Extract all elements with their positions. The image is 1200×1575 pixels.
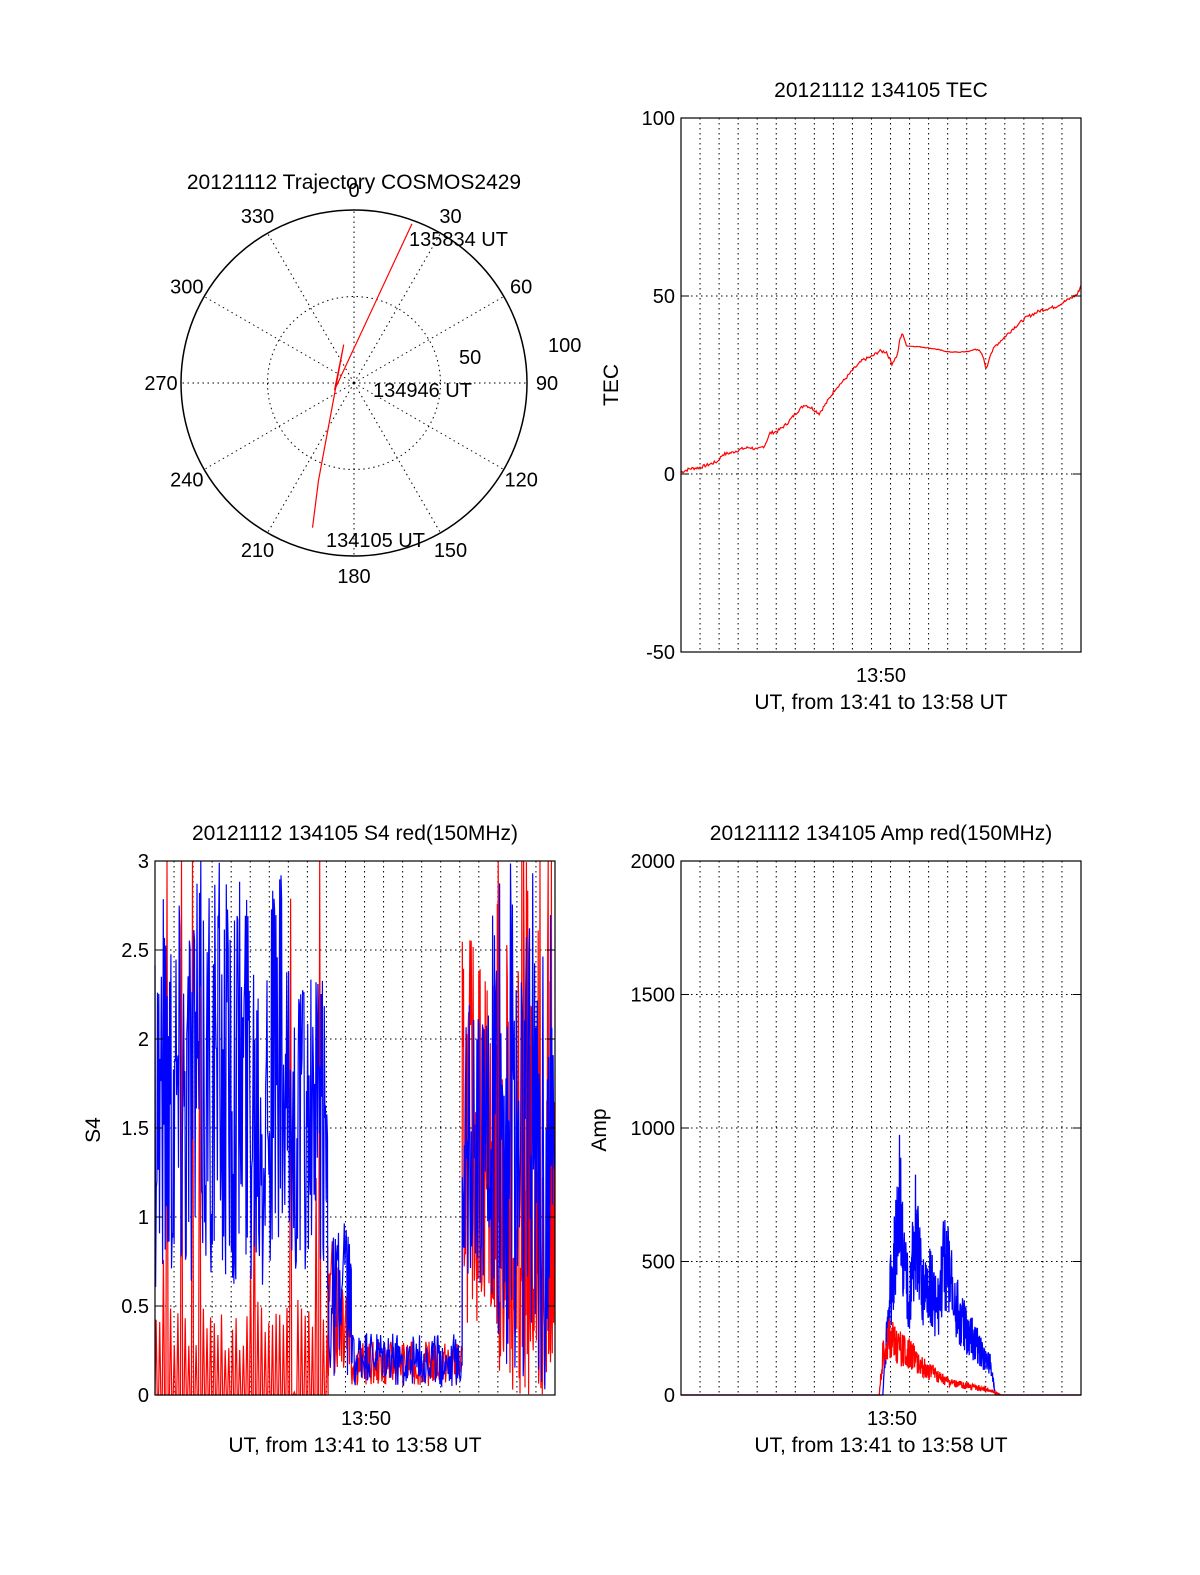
amp-red-series: [681, 1318, 1081, 1396]
tec-y-label: TEC: [600, 364, 623, 406]
tec-y-tick-50: 50: [653, 286, 675, 308]
polar-spoke-300: [203, 296, 355, 384]
polar-spoke-330: [267, 232, 355, 384]
s4-blue-series: [154, 861, 555, 1390]
tec-y-tick--50: -50: [646, 642, 675, 664]
s4-y-tick-0.5: 0.5: [121, 1296, 149, 1318]
amp-x-label: UT, from 13:41 to 13:58 UT: [754, 1434, 1007, 1457]
polar-radial-label-50: 50: [459, 347, 481, 369]
amp-y-tick-500: 500: [642, 1252, 675, 1274]
polar-spokes: [181, 210, 527, 556]
amp-y-tick-2000: 2000: [631, 851, 676, 873]
tec-plot: 20121112 134105 TEC -50 0 50 100 13:50 UT, …: [600, 79, 1082, 714]
s4-plot: 20121112 134105 S4 red(150MHz) 0 0.5 1 1.5 2…: [82, 822, 556, 1457]
tec-y-tick-100: 100: [642, 108, 675, 130]
polar-spoke-240: [203, 382, 355, 470]
s4-title: 20121112 134105 S4 red(150MHz): [192, 822, 518, 845]
polar-radial-label-100: 100: [548, 335, 581, 357]
polar-annotation-mid: 134946 UT: [373, 380, 472, 402]
polar-angle-label-30: 30: [439, 206, 461, 228]
polar-angle-label-300: 300: [170, 277, 203, 299]
amp-plot: 20121112 134105 Amp red(150MHz) 0 500 1000…: [588, 822, 1082, 1457]
s4-y-tick-2: 2: [138, 1029, 149, 1051]
amp-y-tick-0: 0: [664, 1385, 675, 1407]
amp-y-label: Amp: [588, 1108, 611, 1151]
polar-title: 20121112 Trajectory COSMOS2429: [187, 171, 521, 194]
polar-angle-label-240: 240: [170, 470, 203, 492]
s4-y-label: S4: [82, 1117, 105, 1143]
s4-y-tick-1.5: 1.5: [121, 1118, 149, 1140]
tec-x-label: UT, from 13:41 to 13:58 UT: [754, 691, 1007, 714]
s4-y-ticks: 0 0.5 1 1.5 2 2.5 3: [121, 851, 555, 1407]
polar-annotation-end: 135834 UT: [409, 229, 508, 251]
polar-spoke-150: [353, 382, 441, 534]
s4-x-label: UT, from 13:41 to 13:58 UT: [228, 1434, 481, 1457]
amp-grid: [681, 861, 1081, 1395]
s4-x-tick-1350: 13:50: [341, 1408, 391, 1430]
polar-outer-ring: [180, 209, 528, 557]
tec-series-line: [680, 285, 1082, 474]
s4-y-tick-3: 3: [138, 851, 149, 873]
tec-title: 20121112 134105 TEC: [774, 79, 988, 102]
tec-y-ticks: -50 0 50 100: [642, 108, 1081, 664]
polar-angle-label-90: 90: [536, 373, 558, 395]
polar-angle-label-150: 150: [434, 540, 467, 562]
tec-x-tick-1350: 13:50: [856, 665, 906, 687]
polar-angle-labels: 0 30 60 90 120 150 180 210 240 270 300 330: [144, 180, 558, 588]
polar-angle-label-0: 0: [348, 180, 359, 202]
polar-angle-label-180: 180: [337, 566, 370, 588]
tec-grid: [681, 118, 1081, 652]
tec-frame: [680, 117, 1082, 653]
polar-angle-label-60: 60: [510, 277, 532, 299]
polar-trajectory-line: [311, 223, 413, 528]
polar-plot: 20121112 Trajectory COSMOS2429 0 30 60 90 12…: [144, 171, 581, 588]
polar-spoke-60: [353, 296, 505, 384]
amp-y-ticks: 0 500 1000 1500 2000: [631, 851, 1081, 1407]
amp-blue-series: [681, 1134, 1081, 1396]
polar-annotation-start: 134105 UT: [326, 530, 425, 552]
amp-title: 20121112 134105 Amp red(150MHz): [710, 822, 1052, 845]
tec-y-tick-0: 0: [664, 464, 675, 486]
amp-y-tick-1500: 1500: [631, 985, 676, 1007]
amp-y-tick-1000: 1000: [631, 1118, 676, 1140]
polar-spoke-30: [353, 232, 441, 384]
amp-series: [681, 1134, 1081, 1396]
s4-series: [154, 860, 556, 1396]
polar-angle-label-330: 330: [241, 206, 274, 228]
polar-spoke-120: [353, 382, 505, 470]
s4-y-tick-0: 0: [138, 1385, 149, 1407]
polar-angle-label-210: 210: [241, 540, 274, 562]
polar-angle-label-120: 120: [504, 470, 537, 492]
amp-x-tick-1350: 13:50: [867, 1408, 917, 1430]
polar-angle-label-270: 270: [144, 373, 177, 395]
polar-spoke-210: [267, 382, 355, 534]
s4-y-tick-2.5: 2.5: [121, 940, 149, 962]
s4-y-tick-1: 1: [138, 1207, 149, 1229]
